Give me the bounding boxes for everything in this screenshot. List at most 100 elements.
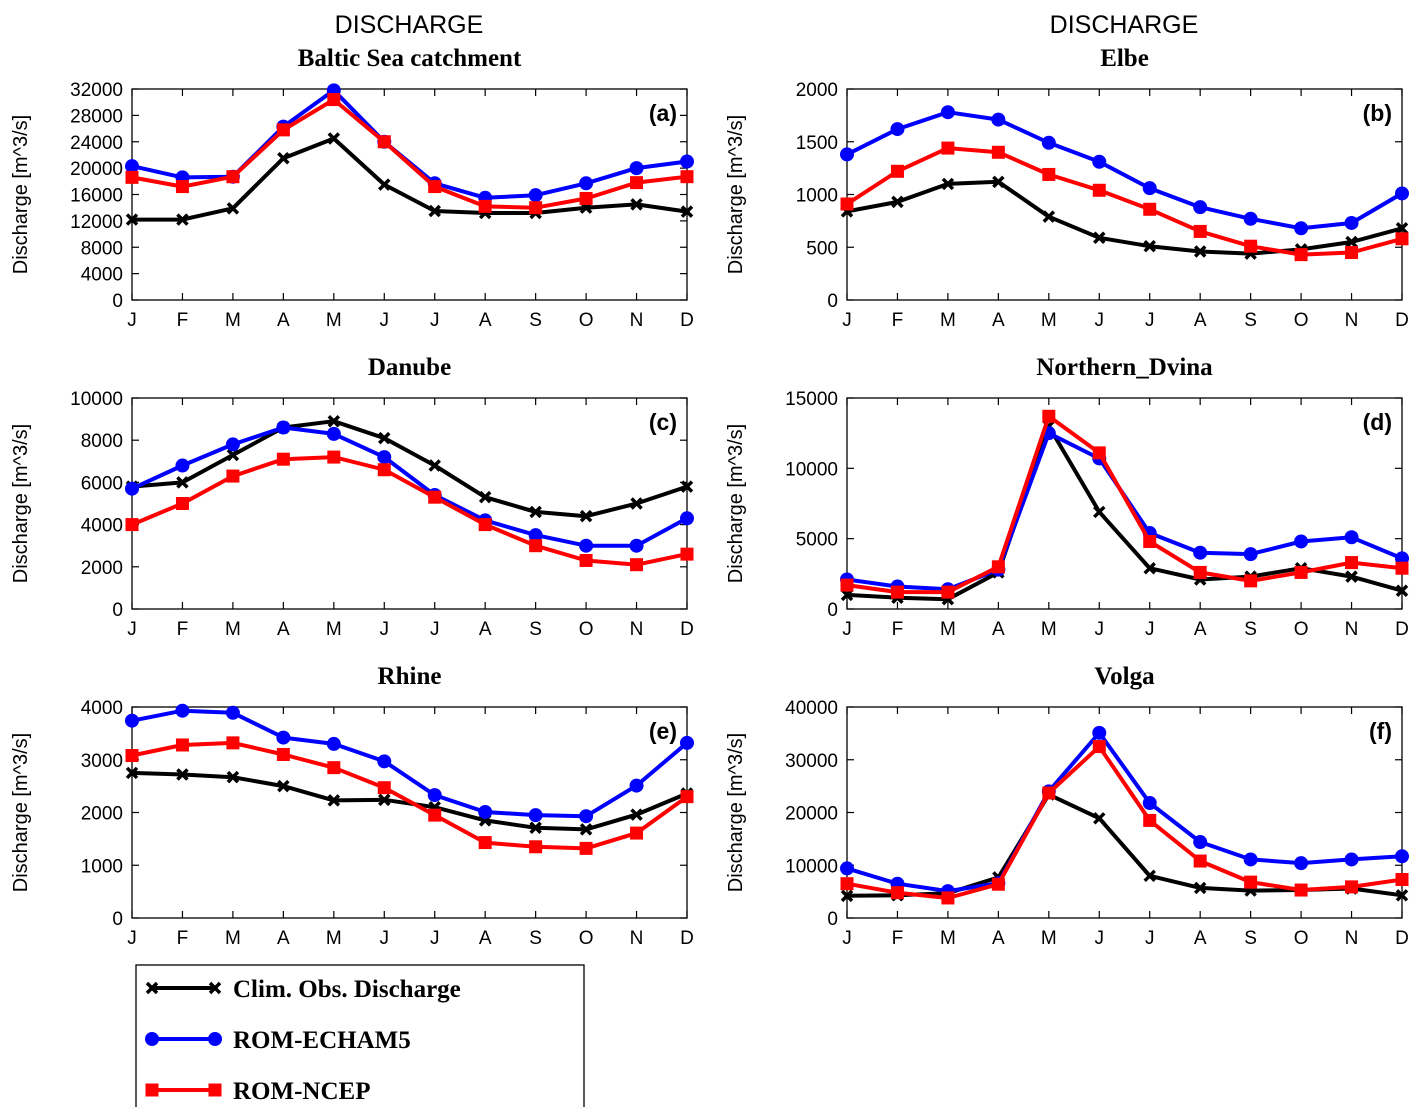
- series-group: [840, 409, 1409, 599]
- x-tick-label: N: [630, 928, 644, 949]
- x-tick-label: J: [1145, 310, 1155, 331]
- data-point: [327, 93, 341, 107]
- data-point: [1042, 786, 1056, 800]
- data-point: [427, 788, 442, 803]
- series-group: [840, 788, 1409, 903]
- data-point: [277, 779, 290, 793]
- x-tick-label: D: [1395, 310, 1409, 331]
- x-tick-label: A: [992, 928, 1005, 949]
- data-point: [680, 735, 694, 750]
- x-tick-label: F: [177, 619, 189, 640]
- legend-marker: [145, 1083, 159, 1097]
- series-group: [840, 419, 1409, 606]
- x-tick-label: M: [225, 619, 241, 640]
- y-tick-label: 20000: [70, 159, 123, 180]
- y-tick-label: 0: [112, 291, 123, 312]
- series-line: [846, 414, 1403, 595]
- panel-label: (f): [1369, 718, 1392, 744]
- y-tick-label: 0: [112, 909, 123, 930]
- y-axis-label: Discharge [m^3/s]: [725, 424, 747, 583]
- series-group: [125, 132, 694, 226]
- data-point: [579, 809, 594, 824]
- x-tick-label: O: [579, 928, 594, 949]
- data-point: [840, 588, 854, 602]
- data-point: [276, 730, 291, 745]
- data-point: [1042, 409, 1056, 423]
- y-axis-label: Discharge [m^3/s]: [725, 115, 747, 274]
- y-tick-label: 500: [806, 238, 838, 259]
- series-line: [132, 136, 688, 222]
- data-point: [1395, 186, 1409, 201]
- data-point: [175, 703, 190, 718]
- data-point: [630, 497, 643, 510]
- data-point: [680, 511, 694, 526]
- data-point: [630, 558, 644, 572]
- data-point: [125, 766, 139, 780]
- data-point: [1143, 239, 1156, 253]
- data-point: [840, 578, 854, 592]
- x-tick-label: J: [842, 310, 852, 331]
- x-tick-label: M: [1041, 928, 1057, 949]
- data-point: [1092, 154, 1107, 169]
- x-tick-label: O: [1294, 619, 1309, 640]
- data-point: [1142, 796, 1157, 811]
- data-point: [890, 886, 904, 900]
- data-point: [378, 431, 391, 445]
- y-tick-label: 4000: [81, 516, 123, 537]
- data-point: [125, 213, 139, 226]
- x-tick-label: J: [380, 619, 390, 640]
- data-point: [1345, 246, 1359, 260]
- data-point: [277, 151, 290, 165]
- data-point: [629, 161, 644, 176]
- data-point: [1092, 446, 1106, 460]
- data-point: [579, 823, 593, 836]
- data-point: [680, 170, 694, 184]
- series-group: [125, 703, 694, 824]
- x-tick-label: O: [1294, 928, 1309, 949]
- legend-marker: [208, 1032, 222, 1046]
- data-point: [529, 201, 543, 215]
- x-tick-label: J: [430, 619, 440, 640]
- data-point: [1294, 221, 1309, 236]
- data-point: [176, 476, 189, 489]
- y-tick-label: 30000: [785, 751, 838, 772]
- data-point: [680, 154, 694, 169]
- series-group: [125, 83, 694, 205]
- data-point: [226, 448, 240, 462]
- data-point: [1294, 248, 1308, 262]
- x-tick-label: M: [940, 928, 956, 949]
- y-tick-label: 4000: [81, 698, 123, 719]
- y-tick-label: 10000: [785, 459, 838, 480]
- data-point: [991, 112, 1006, 127]
- x-tick-label: F: [892, 310, 904, 331]
- legend-item: ROM-NCEP: [145, 1078, 370, 1105]
- x-tick-label: D: [680, 928, 694, 949]
- panels: Baltic Sea catchment 0 4000 8000 12000 16000 2…: [10, 45, 1409, 949]
- y-tick-label: 8000: [81, 238, 123, 259]
- y-tick-label: 10000: [70, 389, 123, 410]
- y-tick-label: 20000: [785, 804, 838, 825]
- series-line: [131, 97, 688, 210]
- data-point: [891, 195, 904, 209]
- data-point: [1092, 740, 1106, 754]
- x-tick-label: M: [940, 619, 956, 640]
- data-point: [226, 170, 240, 184]
- x-tick-label: F: [892, 619, 904, 640]
- data-point: [1142, 181, 1157, 196]
- y-tick-label: 16000: [70, 186, 123, 207]
- x-tick-label: O: [1294, 310, 1309, 331]
- series-group: [840, 725, 1409, 899]
- x-tick-label: J: [842, 928, 852, 949]
- data-point: [629, 538, 644, 553]
- data-point: [1344, 215, 1359, 230]
- data-point: [327, 761, 341, 775]
- data-point: [840, 861, 854, 876]
- data-point: [326, 426, 341, 441]
- data-point: [1395, 849, 1409, 864]
- data-point: [276, 747, 290, 761]
- x-tick-label: J: [1095, 928, 1105, 949]
- data-point: [327, 132, 341, 145]
- x-tick-label: F: [177, 928, 189, 949]
- y-tick-label: 0: [827, 291, 838, 312]
